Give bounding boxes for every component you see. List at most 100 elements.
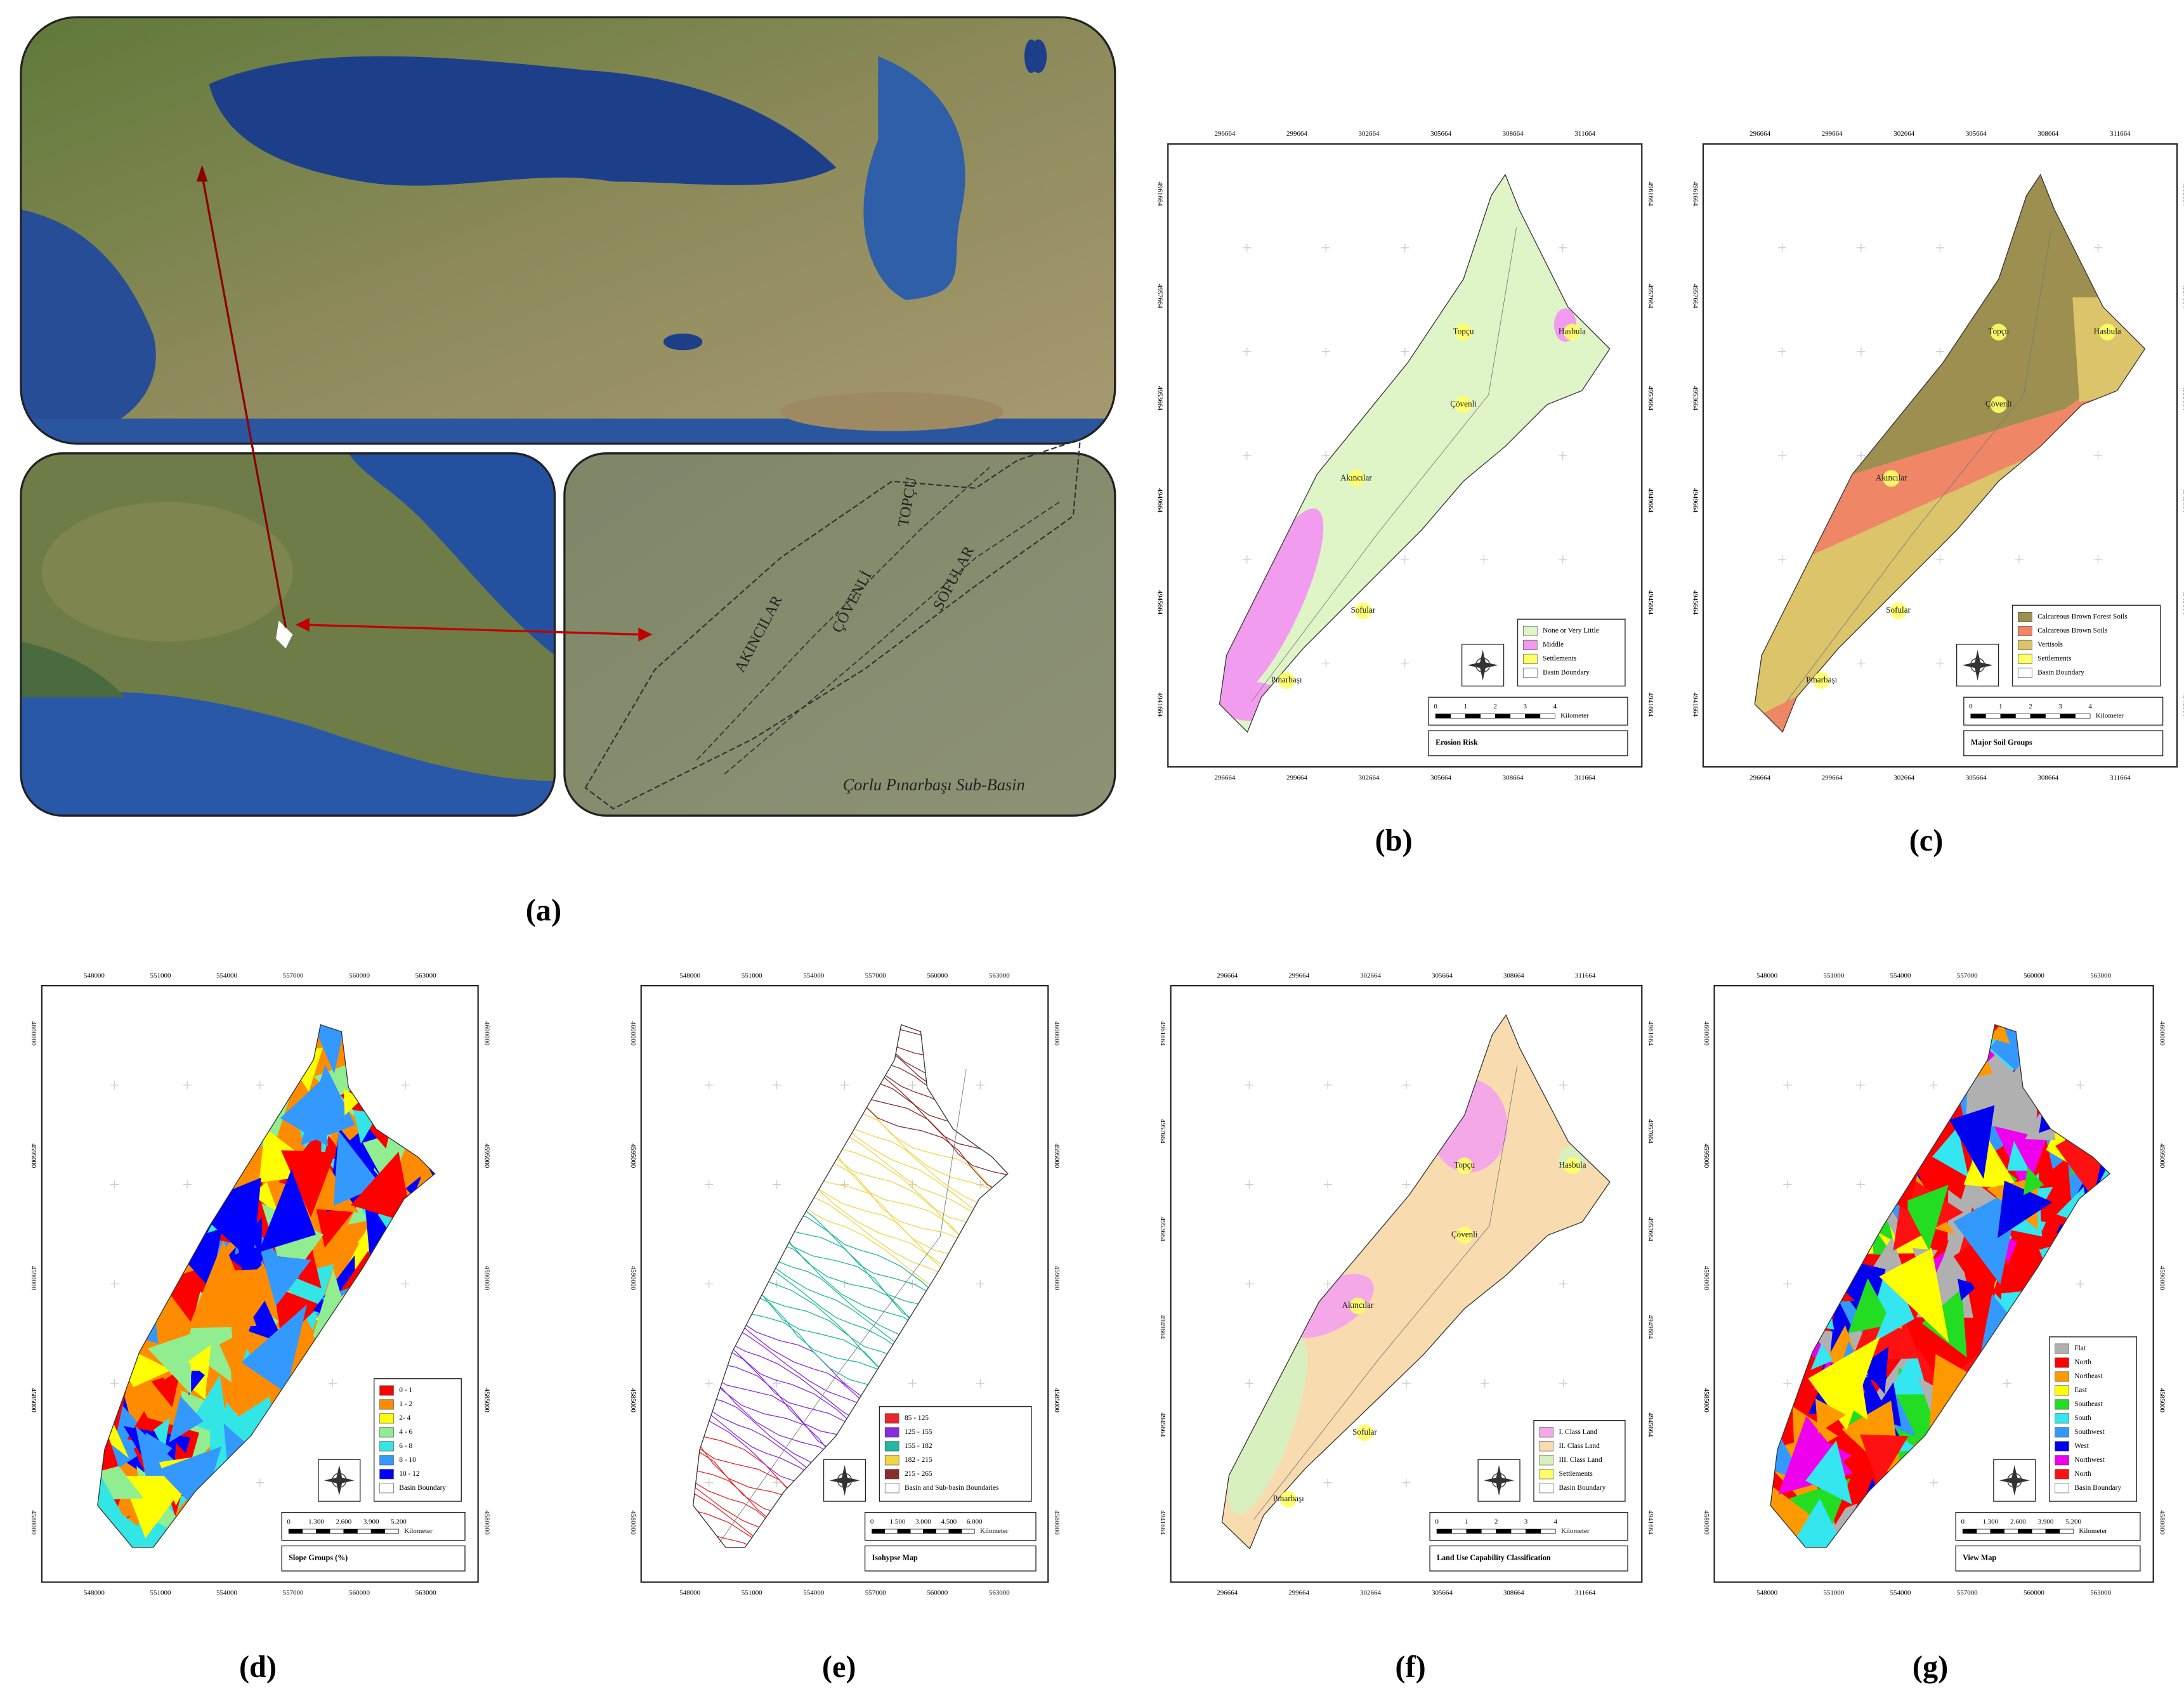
grid-cross: [1857, 347, 1866, 356]
map-panels: 2966642966642996642996643026643026643056…: [30, 130, 2184, 1684]
map-title: Slope Groups (%): [289, 1553, 348, 1562]
scale-segment: [302, 1529, 317, 1534]
grid-cross: [2093, 451, 2103, 460]
title-box: [864, 1545, 1036, 1572]
legend-swatch: [379, 1483, 394, 1494]
scale-unit: Kilometer: [1560, 712, 1589, 719]
y-coordinate: 4580000: [483, 1510, 490, 1535]
scale-tick: 3: [1524, 703, 1527, 710]
settlement: [1813, 672, 1830, 689]
zone: [1817, 1503, 1857, 1547]
legend-swatch: [1522, 667, 1538, 678]
zone: [2006, 1141, 2030, 1171]
grid-cross: [183, 1180, 192, 1189]
scale-segment: [1481, 1529, 1496, 1534]
scale-tick: 3: [2058, 703, 2062, 710]
x-coordinate: 557000: [1957, 972, 1978, 979]
legend-swatch: [1539, 1483, 1554, 1494]
scale-tick: 1.500: [890, 1518, 906, 1526]
scale-tick: 2.600: [2010, 1518, 2026, 1526]
scale-segment: [2031, 1529, 2046, 1534]
legend-swatch: [2055, 1385, 2069, 1396]
scale-segment: [329, 1529, 344, 1534]
x-coordinate: 557000: [1957, 1589, 1978, 1597]
y-coordinate: 4580000: [2158, 1510, 2166, 1535]
settlement: [1564, 1157, 1581, 1175]
map-title: View Map: [1963, 1553, 1996, 1562]
grid-cross: [2076, 1279, 2084, 1288]
scale-segment: [910, 1529, 924, 1534]
y-coordinate: 4600000: [30, 1021, 37, 1046]
scale-tick: 4: [2088, 703, 2092, 710]
y-coordinate: 4949664: [1159, 1315, 1167, 1340]
y-coordinate: 4957664: [1156, 284, 1164, 308]
legend-label: 182 - 215: [905, 1456, 932, 1464]
grid-cross: [1559, 451, 1567, 460]
y-coordinate: 4961664: [1647, 1021, 1654, 1046]
legend-label: South: [2074, 1414, 2091, 1422]
x-coordinate: 548000: [1756, 972, 1777, 979]
basin-boundary: [97, 1024, 436, 1548]
x-coordinate: 302664: [1360, 972, 1381, 979]
zone: [261, 1254, 311, 1307]
y-coordinate: 4961664: [2182, 181, 2184, 206]
x-coordinate: 296664: [1217, 972, 1238, 979]
scale-segment: [2018, 1529, 2032, 1534]
zone: [151, 1372, 180, 1408]
scale-segment: [343, 1529, 358, 1534]
compass: [1999, 1464, 2030, 1496]
y-coordinate: 4961664: [1159, 1021, 1167, 1046]
grid-cross: [1777, 244, 1787, 252]
y-coordinate: 4949664: [1691, 488, 1699, 513]
grid-cross: [908, 1379, 917, 1388]
y-coordinate: 4941664: [2182, 693, 2184, 717]
scale-segment: [1450, 714, 1466, 719]
x-coordinate: 554000: [803, 972, 824, 979]
settlement: [1356, 1424, 1373, 1442]
x-coordinate: 563000: [2090, 972, 2111, 979]
grid-cross: [2015, 555, 2024, 564]
zone: [1879, 1248, 1949, 1343]
compass: [1962, 649, 1993, 681]
y-coordinate: 4945664: [1156, 590, 1164, 615]
y-coordinate: 4600000: [1703, 1021, 1710, 1046]
y-coordinate: 4600000: [629, 1021, 637, 1046]
grid-cross: [1559, 244, 1567, 252]
grid-cross: [110, 1379, 119, 1388]
grid-cross: [1783, 1180, 1792, 1189]
settlement: [1455, 323, 1472, 341]
y-coordinate: 4580000: [1703, 1510, 1710, 1535]
zone: [258, 1169, 316, 1253]
grid-cross: [1559, 555, 1567, 564]
legend-label: 0 - 1: [399, 1386, 412, 1394]
compass: [1475, 658, 1491, 673]
x-coordinate: 554000: [1890, 972, 1911, 979]
zone: [1815, 1398, 1846, 1433]
x-coordinate: 299664: [1288, 972, 1309, 979]
panel-label: (c): [1909, 824, 1944, 857]
y-coordinate: 4949664: [1156, 488, 1164, 513]
x-coordinate: 548000: [1756, 1589, 1777, 1597]
legend-label: Basin Boundary: [1559, 1484, 1606, 1492]
map-panel: 548000 548000 551000 551000 554000 554000 5570…: [1703, 972, 2166, 1684]
grid-cross: [1243, 555, 1252, 564]
map-title: Major Soil Groups: [1971, 738, 2032, 747]
scale-segment: [384, 1529, 399, 1534]
legend-swatch: [2017, 625, 2032, 636]
scale-segment: [288, 1529, 303, 1534]
scale-box: [1963, 696, 2164, 726]
zone: [97, 1467, 145, 1548]
x-coordinate: 296664: [1214, 774, 1235, 781]
grid-cross: [1479, 555, 1488, 564]
scale-segment: [1990, 1529, 2004, 1534]
grid-cross: [1935, 658, 1945, 668]
grid-cross: [1935, 244, 1945, 252]
basin-boundary: [1219, 173, 1611, 733]
y-coordinate: 4600000: [483, 1021, 490, 1046]
y-coordinate: 4595000: [629, 1144, 637, 1168]
y-coordinate: 4580000: [30, 1510, 37, 1535]
x-coordinate: 554000: [1890, 1589, 1911, 1597]
legend-label: Calcareous Brown Soils: [2037, 627, 2108, 635]
grid-cross: [705, 1478, 714, 1487]
panel-label: (d): [239, 1650, 277, 1684]
